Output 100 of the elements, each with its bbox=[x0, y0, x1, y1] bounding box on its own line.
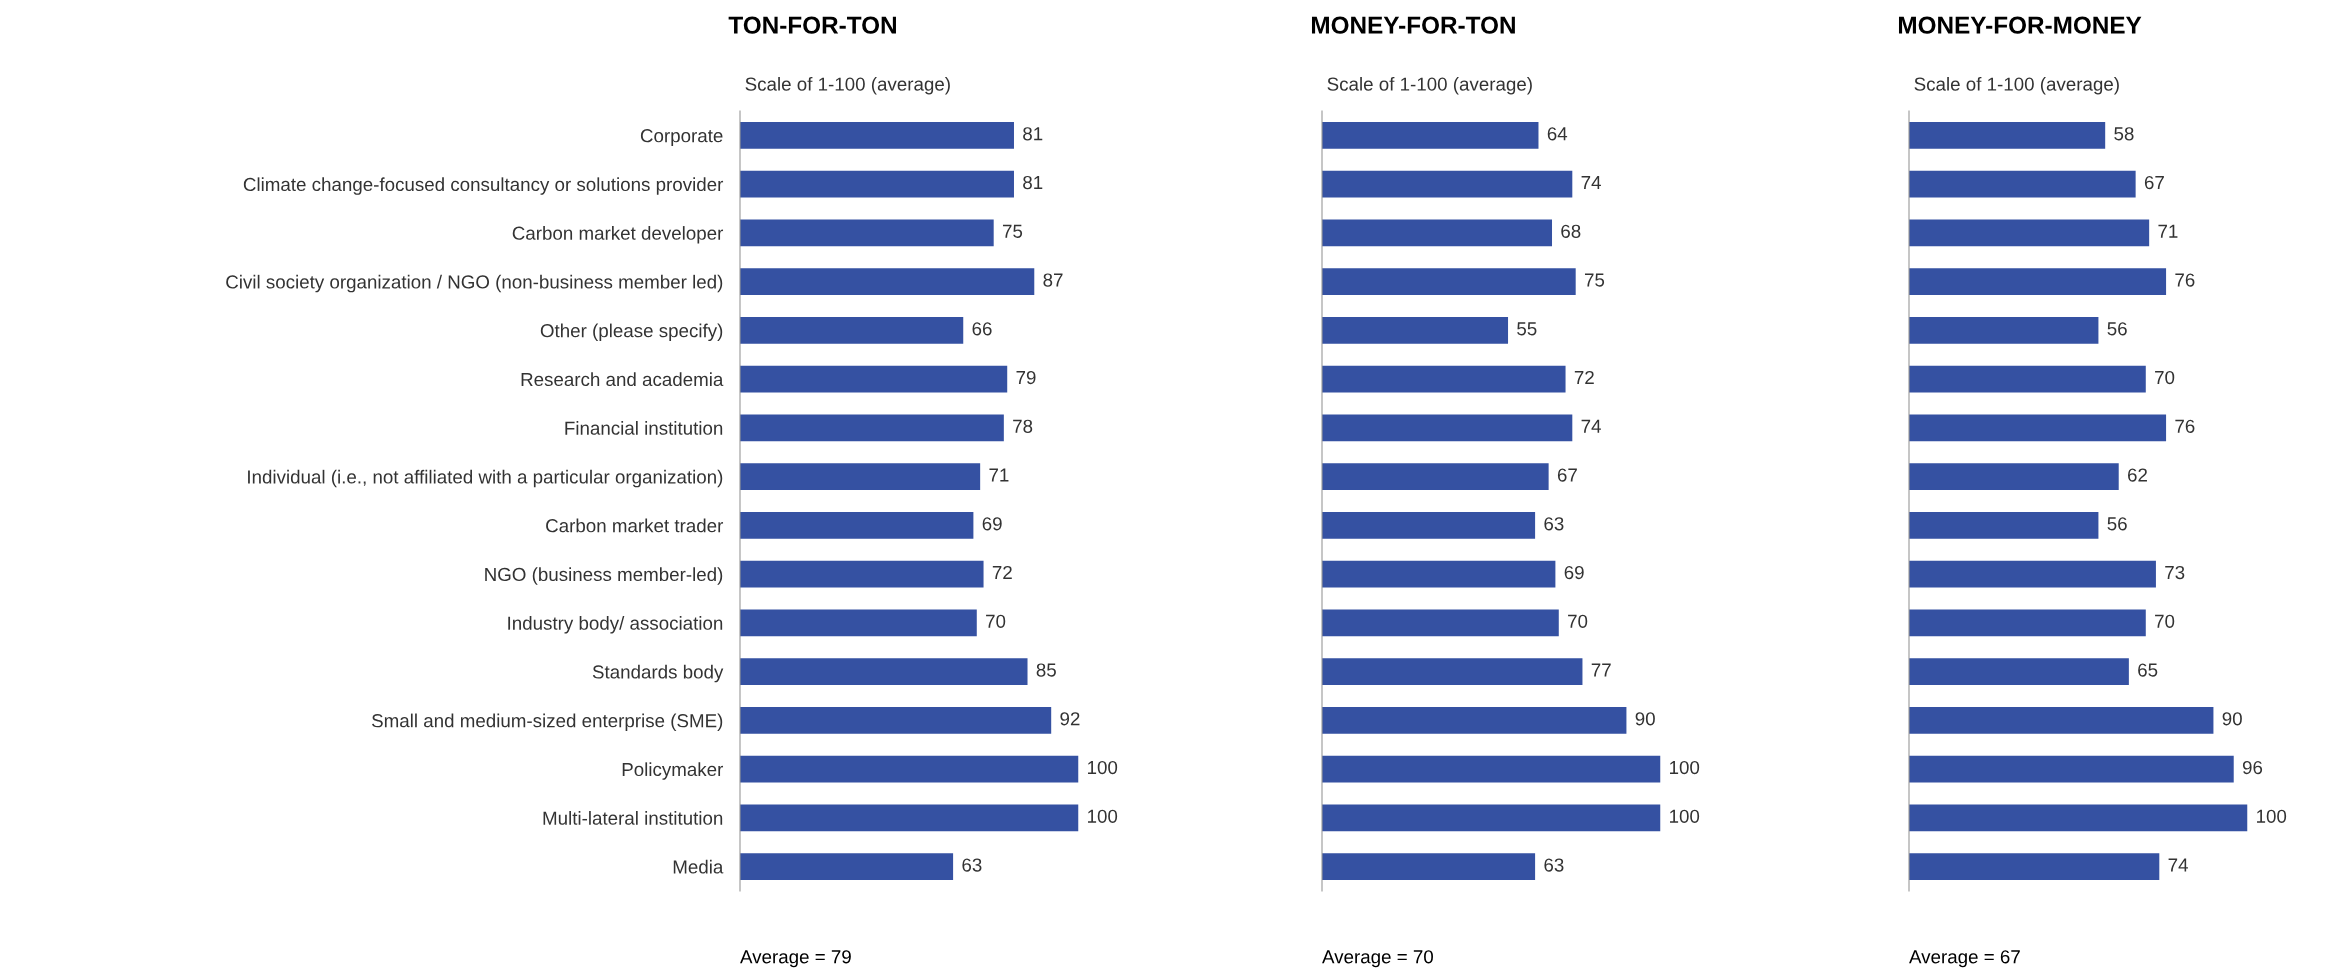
bar bbox=[1909, 609, 2146, 637]
bar bbox=[1909, 706, 2214, 734]
text: Average = 79 bbox=[740, 950, 851, 968]
chart-title: MONEY-FOR-MONEY bbox=[1898, 16, 2142, 34]
data-label: 71 bbox=[989, 468, 1009, 482]
data-label: 64 bbox=[1547, 127, 1568, 141]
y-tick-label: Standards body bbox=[592, 664, 724, 683]
bar bbox=[740, 316, 964, 344]
bar bbox=[1909, 853, 2160, 881]
data-label: 76 bbox=[2175, 419, 2195, 433]
data-label: 70 bbox=[986, 614, 1006, 628]
y-tick-label: Multi-lateral institution bbox=[543, 811, 723, 825]
y-tick-label: Media bbox=[673, 859, 724, 874]
bar bbox=[1909, 414, 2167, 442]
data-label: 87 bbox=[1043, 273, 1063, 287]
y-tick-label: Industry body/ association bbox=[508, 616, 723, 634]
bar bbox=[1322, 853, 1536, 881]
bar bbox=[740, 609, 977, 637]
data-label: 85 bbox=[1036, 663, 1056, 677]
data-label: 63 bbox=[1544, 858, 1564, 872]
bar bbox=[740, 706, 1052, 734]
bar bbox=[740, 219, 994, 247]
y-tick-label: Climate change-focused consultancy or solutions provider bbox=[243, 177, 724, 195]
bar bbox=[740, 755, 1079, 783]
bar bbox=[1322, 755, 1661, 783]
data-label: 56 bbox=[2107, 517, 2127, 531]
data-label: 100 bbox=[1088, 760, 1118, 775]
bar bbox=[1322, 609, 1559, 637]
bar bbox=[1909, 316, 2099, 344]
data-label: 63 bbox=[1544, 517, 1564, 531]
bar bbox=[1322, 414, 1573, 442]
data-label: 76 bbox=[2175, 273, 2195, 287]
data-label: 55 bbox=[1517, 322, 1537, 336]
data-label: 70 bbox=[2155, 370, 2175, 385]
bar bbox=[1322, 658, 1583, 686]
chart-subtitle: Scale of 1-100 (average) bbox=[1914, 76, 2119, 95]
data-label: 72 bbox=[992, 565, 1012, 579]
y-tick-label: Small and medium-sized enterprise (SME) bbox=[372, 713, 723, 732]
bar bbox=[1909, 170, 2136, 198]
bar bbox=[1322, 219, 1553, 247]
bar bbox=[740, 365, 1008, 393]
data-label: 66 bbox=[972, 322, 992, 336]
data-label: 56 bbox=[2107, 322, 2127, 336]
chart-title: MONEY-FOR-TON bbox=[1311, 16, 1515, 34]
bar bbox=[1322, 170, 1573, 198]
bar bbox=[1322, 463, 1549, 491]
data-label: 65 bbox=[2138, 663, 2158, 677]
y-tick-label: Civil society organization / NGO (non-business member led) bbox=[226, 274, 723, 293]
bar bbox=[1909, 560, 2156, 588]
data-label: 77 bbox=[1591, 663, 1611, 677]
data-label: 92 bbox=[1060, 712, 1080, 726]
bar bbox=[1909, 804, 2248, 832]
bar bbox=[740, 463, 981, 491]
y-tick-label: Research and academia bbox=[521, 372, 724, 387]
data-label: 100 bbox=[1670, 809, 1700, 823]
bar bbox=[1322, 316, 1509, 344]
y-tick-label: Carbon market developer bbox=[512, 226, 724, 244]
data-label: 100 bbox=[1088, 809, 1118, 823]
data-label: 75 bbox=[1002, 224, 1023, 238]
data-label: 75 bbox=[1584, 273, 1605, 287]
bar bbox=[1322, 706, 1627, 734]
bar bbox=[1909, 219, 2150, 247]
y-tick-label: Financial institution bbox=[565, 421, 723, 435]
bar bbox=[1322, 560, 1556, 588]
data-label: 100 bbox=[1670, 760, 1700, 775]
data-label: 62 bbox=[2128, 468, 2147, 482]
chart-title: TON-FOR-TON bbox=[728, 16, 896, 34]
data-label: 78 bbox=[1013, 419, 1033, 433]
bar bbox=[1322, 365, 1566, 393]
bar bbox=[740, 414, 1004, 442]
data-label: 69 bbox=[1564, 565, 1584, 580]
bar bbox=[740, 121, 1014, 149]
data-label: 96 bbox=[2242, 760, 2263, 775]
data-label: 69 bbox=[982, 517, 1002, 531]
data-label: 74 bbox=[2168, 858, 2188, 872]
data-label: 81 bbox=[1023, 127, 1043, 141]
bar bbox=[1322, 268, 1576, 296]
y-tick-label: Individual (i.e., not affiliated with a particular organization) bbox=[248, 469, 723, 488]
data-label: 68 bbox=[1561, 224, 1581, 238]
bar bbox=[1909, 511, 2099, 539]
data-label: 90 bbox=[2222, 712, 2242, 726]
bar bbox=[1909, 463, 2119, 491]
bar bbox=[1909, 658, 2129, 686]
bar bbox=[1909, 121, 2106, 149]
y-tick-label: Policymaker bbox=[622, 762, 724, 780]
bar bbox=[1909, 365, 2146, 393]
data-label: 74 bbox=[1581, 176, 1601, 189]
data-label: 70 bbox=[2155, 614, 2175, 628]
bar bbox=[740, 853, 954, 881]
data-label: 74 bbox=[1581, 419, 1601, 433]
bar bbox=[740, 658, 1028, 686]
data-label: 81 bbox=[1023, 175, 1043, 190]
data-label: 90 bbox=[1635, 712, 1655, 726]
text: Average = 70 bbox=[1322, 950, 1433, 968]
y-tick-label: Other (please specify) bbox=[540, 323, 723, 342]
chart-subtitle: Scale of 1-100 (average) bbox=[1327, 76, 1532, 95]
bar bbox=[740, 804, 1079, 832]
y-tick-label: Corporate bbox=[640, 129, 723, 147]
data-label: 72 bbox=[1574, 370, 1594, 384]
text: Average = 67 bbox=[1909, 950, 2020, 968]
